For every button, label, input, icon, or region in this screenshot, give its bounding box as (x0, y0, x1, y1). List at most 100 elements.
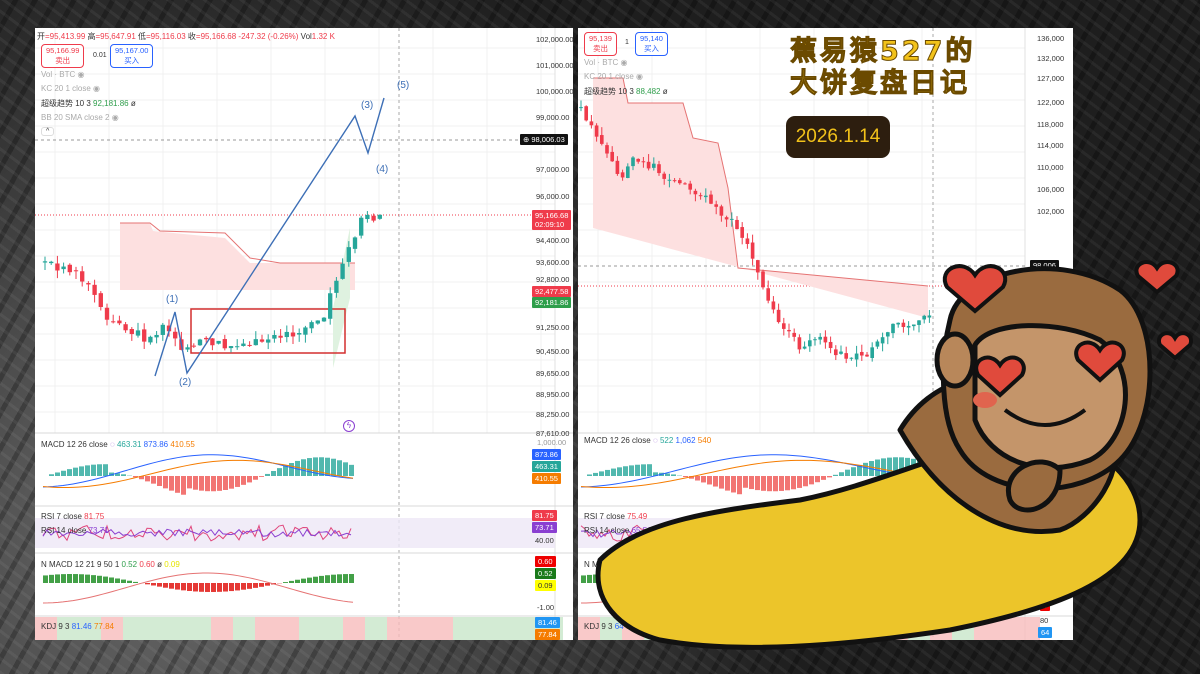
wave-label-2: (2) (179, 377, 192, 388)
candle (787, 329, 791, 332)
price-axis-label: 87,610.00 (536, 429, 570, 438)
wave-label-4: (4) (376, 164, 389, 175)
settings-loading-icon[interactable]: ◌ (652, 436, 658, 445)
nmacd-histogram-bar (151, 583, 156, 586)
price-axis-label: 99,000.00 (536, 113, 570, 122)
nmacd-histogram-bar (169, 583, 174, 589)
candle (346, 247, 351, 262)
macd-histogram-bar (247, 476, 252, 483)
nmacd-v2-badge: 0.60 (535, 556, 556, 567)
nmacd-histogram-bar (725, 583, 730, 589)
candle (605, 145, 609, 154)
candle (854, 353, 859, 360)
kdj-zone (864, 617, 886, 640)
indicator-kc[interactable]: KC 20 1 close ◉ (584, 72, 643, 81)
nmacd-histogram-bar (205, 583, 210, 592)
macd-histogram-bar (773, 476, 778, 492)
kdj-zone (1018, 617, 1040, 640)
indicator-kc[interactable]: KC 20 1 close ◉ (41, 84, 100, 93)
candle (875, 341, 880, 347)
candle (579, 107, 583, 109)
macd-histogram-bar (253, 476, 258, 480)
eye-hidden-icon[interactable]: ◉ (620, 58, 628, 67)
buy-button[interactable]: 95,167.00 买入 (110, 44, 154, 68)
candle (222, 339, 227, 349)
candle (865, 354, 869, 357)
candle (823, 336, 828, 343)
kdj-zone (189, 617, 211, 640)
lightning-event-icon[interactable]: ϟ (924, 402, 935, 413)
nmacd-histogram-bar (767, 583, 772, 592)
nmacd-histogram-bar (247, 583, 252, 589)
macd-signal: 410.55 (170, 440, 195, 449)
indicator-vol[interactable]: Vol · BTC ◉ (41, 70, 84, 79)
macd-histogram-bar (259, 476, 264, 477)
candle (599, 135, 604, 144)
macd-histogram-bar (151, 476, 156, 484)
macd-histogram-bar (277, 468, 282, 476)
candle (290, 332, 296, 337)
left-chart-canvas[interactable] (35, 28, 573, 640)
macd-histogram-bar (157, 476, 162, 486)
indicator-supertrend[interactable]: 超级趋势 10 3 88,482 ø (584, 86, 668, 97)
candle (771, 301, 776, 310)
buy-button[interactable]: 95,140 买入 (635, 32, 668, 56)
plus-circle-icon[interactable]: ⊕ (523, 135, 532, 144)
eye-hidden-icon[interactable]: ◉ (636, 72, 644, 81)
nmacd-histogram-bar (223, 583, 228, 592)
kdj-axis-label: 80 (1040, 616, 1049, 625)
macd-histogram-bar (91, 464, 96, 476)
candle (709, 194, 713, 204)
macd-histogram-bar (731, 476, 736, 493)
macd-histogram-bar (761, 476, 766, 491)
nmacd-histogram-bar (187, 583, 192, 591)
macd-histogram-bar (701, 476, 706, 483)
kdj-zone (497, 617, 519, 640)
candle (672, 180, 677, 182)
indicator-label: KC 20 1 close (584, 72, 634, 81)
macd-histogram-bar (271, 470, 276, 476)
macd-histogram-bar (605, 469, 610, 476)
indicator-supertrend[interactable]: 超级趋势 10 3 92,181.86 ø (41, 98, 136, 109)
macd-histogram-bar (851, 467, 856, 476)
nmacd-legend: N MACD 12 (584, 560, 627, 569)
nmacd-axis-label: 1 (1043, 581, 1048, 590)
indicator-bb[interactable]: BB 20 SMA close 2 ◉ (41, 113, 119, 122)
left-chart-panel[interactable]: 开=95,413.99 高=95,647.91 低=95,116.03 收=95… (35, 28, 573, 640)
macd-histogram-bar (295, 460, 300, 476)
sell-button[interactable]: 95,166.99 卖出 (41, 44, 85, 68)
macd-histogram-bar (911, 458, 916, 476)
kdj-k: 81.46 (71, 622, 92, 631)
nmacd-v3: 0.09 (164, 560, 180, 569)
heart-icon (1134, 260, 1180, 295)
indicator-label: 超级趋势 10 3 (584, 87, 634, 96)
eye-hidden-icon[interactable]: ◉ (77, 70, 85, 79)
kdj-zone (57, 617, 79, 640)
settings-loading-icon[interactable]: ◌ (109, 440, 115, 449)
collapse-legend-button[interactable]: ^ (41, 127, 55, 136)
candle (792, 332, 797, 337)
lightning-event-icon[interactable]: ϟ (343, 420, 355, 432)
candle (917, 320, 921, 325)
macd-histogram-bar (223, 476, 228, 490)
nmacd-histogram-bar (175, 583, 180, 590)
us-flag-event-icon[interactable]: ▤ (924, 417, 935, 428)
eye-hidden-icon[interactable]: ◉ (111, 113, 119, 122)
macd-histogram-bar (779, 476, 784, 491)
macd-histogram-bar (839, 472, 844, 476)
eye-hidden-icon[interactable]: ◉ (93, 84, 101, 93)
sell-button[interactable]: 95,139 卖出 (584, 32, 617, 56)
indicator-label: KC 20 1 close (41, 84, 91, 93)
candle (776, 309, 781, 323)
candle (745, 238, 750, 244)
nmacd-legend: N MACD 12 21 9 50 1 0.52 0.60 ø 0.09 (41, 560, 180, 569)
candle (359, 217, 364, 236)
nmacd-histogram-bar (133, 581, 138, 583)
indicator-vol[interactable]: Vol · BTC ◉ (584, 58, 627, 67)
sticker-title: 蕉易猿527的 大饼复盘日记 (789, 36, 975, 100)
candle (896, 322, 901, 325)
macd-histogram-bar (665, 473, 670, 476)
candle (818, 336, 823, 340)
nmacd-histogram-bar (127, 580, 132, 583)
nmacd-histogram-bar (67, 574, 72, 583)
